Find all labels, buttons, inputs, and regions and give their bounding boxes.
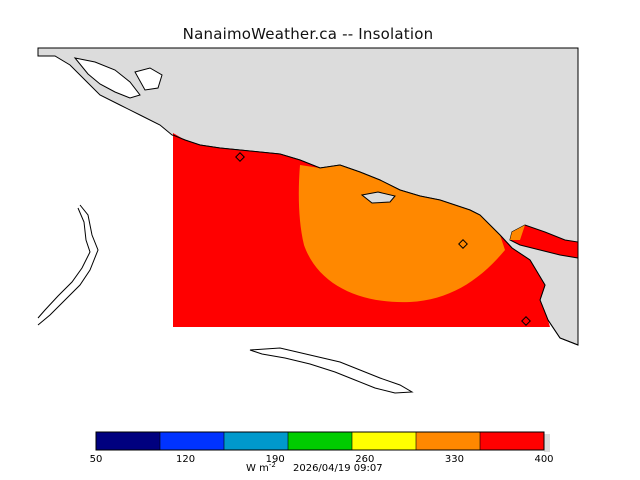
units-exponent: -2 — [268, 461, 276, 469]
colorbar — [95, 431, 550, 452]
colorbar-tick-label: 330 — [444, 454, 464, 465]
colorbar-segment — [288, 432, 352, 450]
coastline-west — [37, 204, 99, 326]
page-title: NanaimoWeather.ca -- Insolation — [182, 25, 434, 43]
insolation-field-mid — [298, 165, 505, 303]
island-north — [73, 57, 141, 99]
station-marker-2 — [458, 239, 468, 249]
colorbar-tick-label: 260 — [355, 454, 375, 465]
station-marker-1 — [235, 152, 245, 162]
island-south — [249, 347, 414, 394]
colorbar-tick-label: 120 — [176, 454, 196, 465]
colorbar-segment — [480, 432, 544, 450]
colorbar-tick-label: 50 — [89, 454, 103, 465]
colorbar-tick-label: 400 — [534, 454, 554, 465]
island-north-2 — [134, 67, 163, 91]
station-marker-3 — [521, 316, 531, 326]
colorbar-segment — [160, 432, 224, 450]
insolation-field-peninsula-mid — [510, 225, 525, 240]
colorbar-shadow — [544, 434, 550, 452]
colorbar-border — [95, 431, 545, 451]
colorbar-segment — [96, 432, 160, 450]
island-east — [360, 191, 396, 204]
colorbar-segment — [416, 432, 480, 450]
colorbar-tick-label: 190 — [265, 454, 285, 465]
units-base: W m — [246, 463, 269, 474]
colorbar-units: W m-2 2026/04/19 09:07 — [246, 461, 383, 474]
insolation-field-peninsula — [509, 224, 579, 259]
colorbar-segment — [352, 432, 416, 450]
colorbar-segment — [224, 432, 288, 450]
coastline-west-inner — [37, 207, 91, 319]
timestamp: 2026/04/19 09:07 — [292, 463, 383, 474]
coastline-over-field — [172, 134, 579, 346]
